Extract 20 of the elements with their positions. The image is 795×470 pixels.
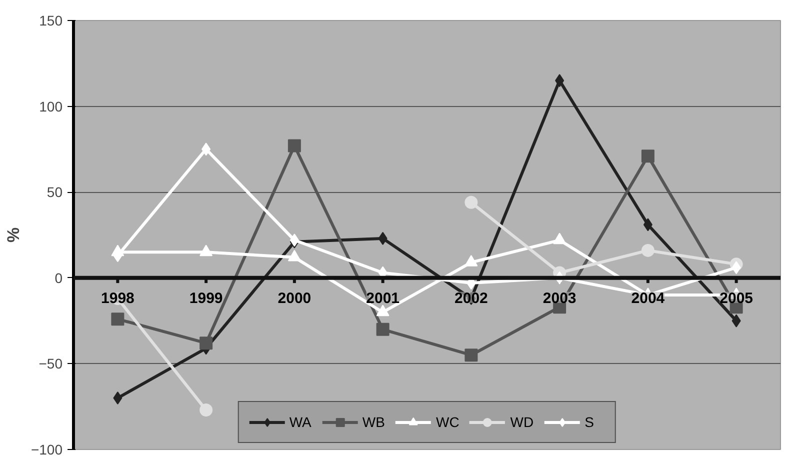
legend-label: WD <box>510 414 534 430</box>
x-tick-label: 2001 <box>366 290 400 307</box>
y-axis-title: % <box>4 227 23 243</box>
y-tick-label: 100 <box>39 98 63 114</box>
x-tick-label: 2000 <box>278 290 312 307</box>
y-tick-label: 0 <box>54 270 63 286</box>
x-tick-label: 1998 <box>101 290 134 307</box>
x-tick-label: 2002 <box>454 290 488 307</box>
x-tick-label: 2003 <box>542 290 576 307</box>
y-tick-label: −50 <box>38 356 63 372</box>
y-tick-label: 50 <box>46 184 63 200</box>
legend-label: WB <box>362 414 385 430</box>
x-tick-label: 2005 <box>720 290 754 307</box>
legend-label: WC <box>436 414 460 430</box>
legend-label: WA <box>289 414 312 430</box>
x-tick-label: 1999 <box>189 290 223 307</box>
y-tick-label: 150 <box>39 12 63 28</box>
legend-label: S <box>584 414 595 430</box>
x-tick-label: 2004 <box>631 290 666 307</box>
y-tick-label: −100 <box>30 442 63 458</box>
